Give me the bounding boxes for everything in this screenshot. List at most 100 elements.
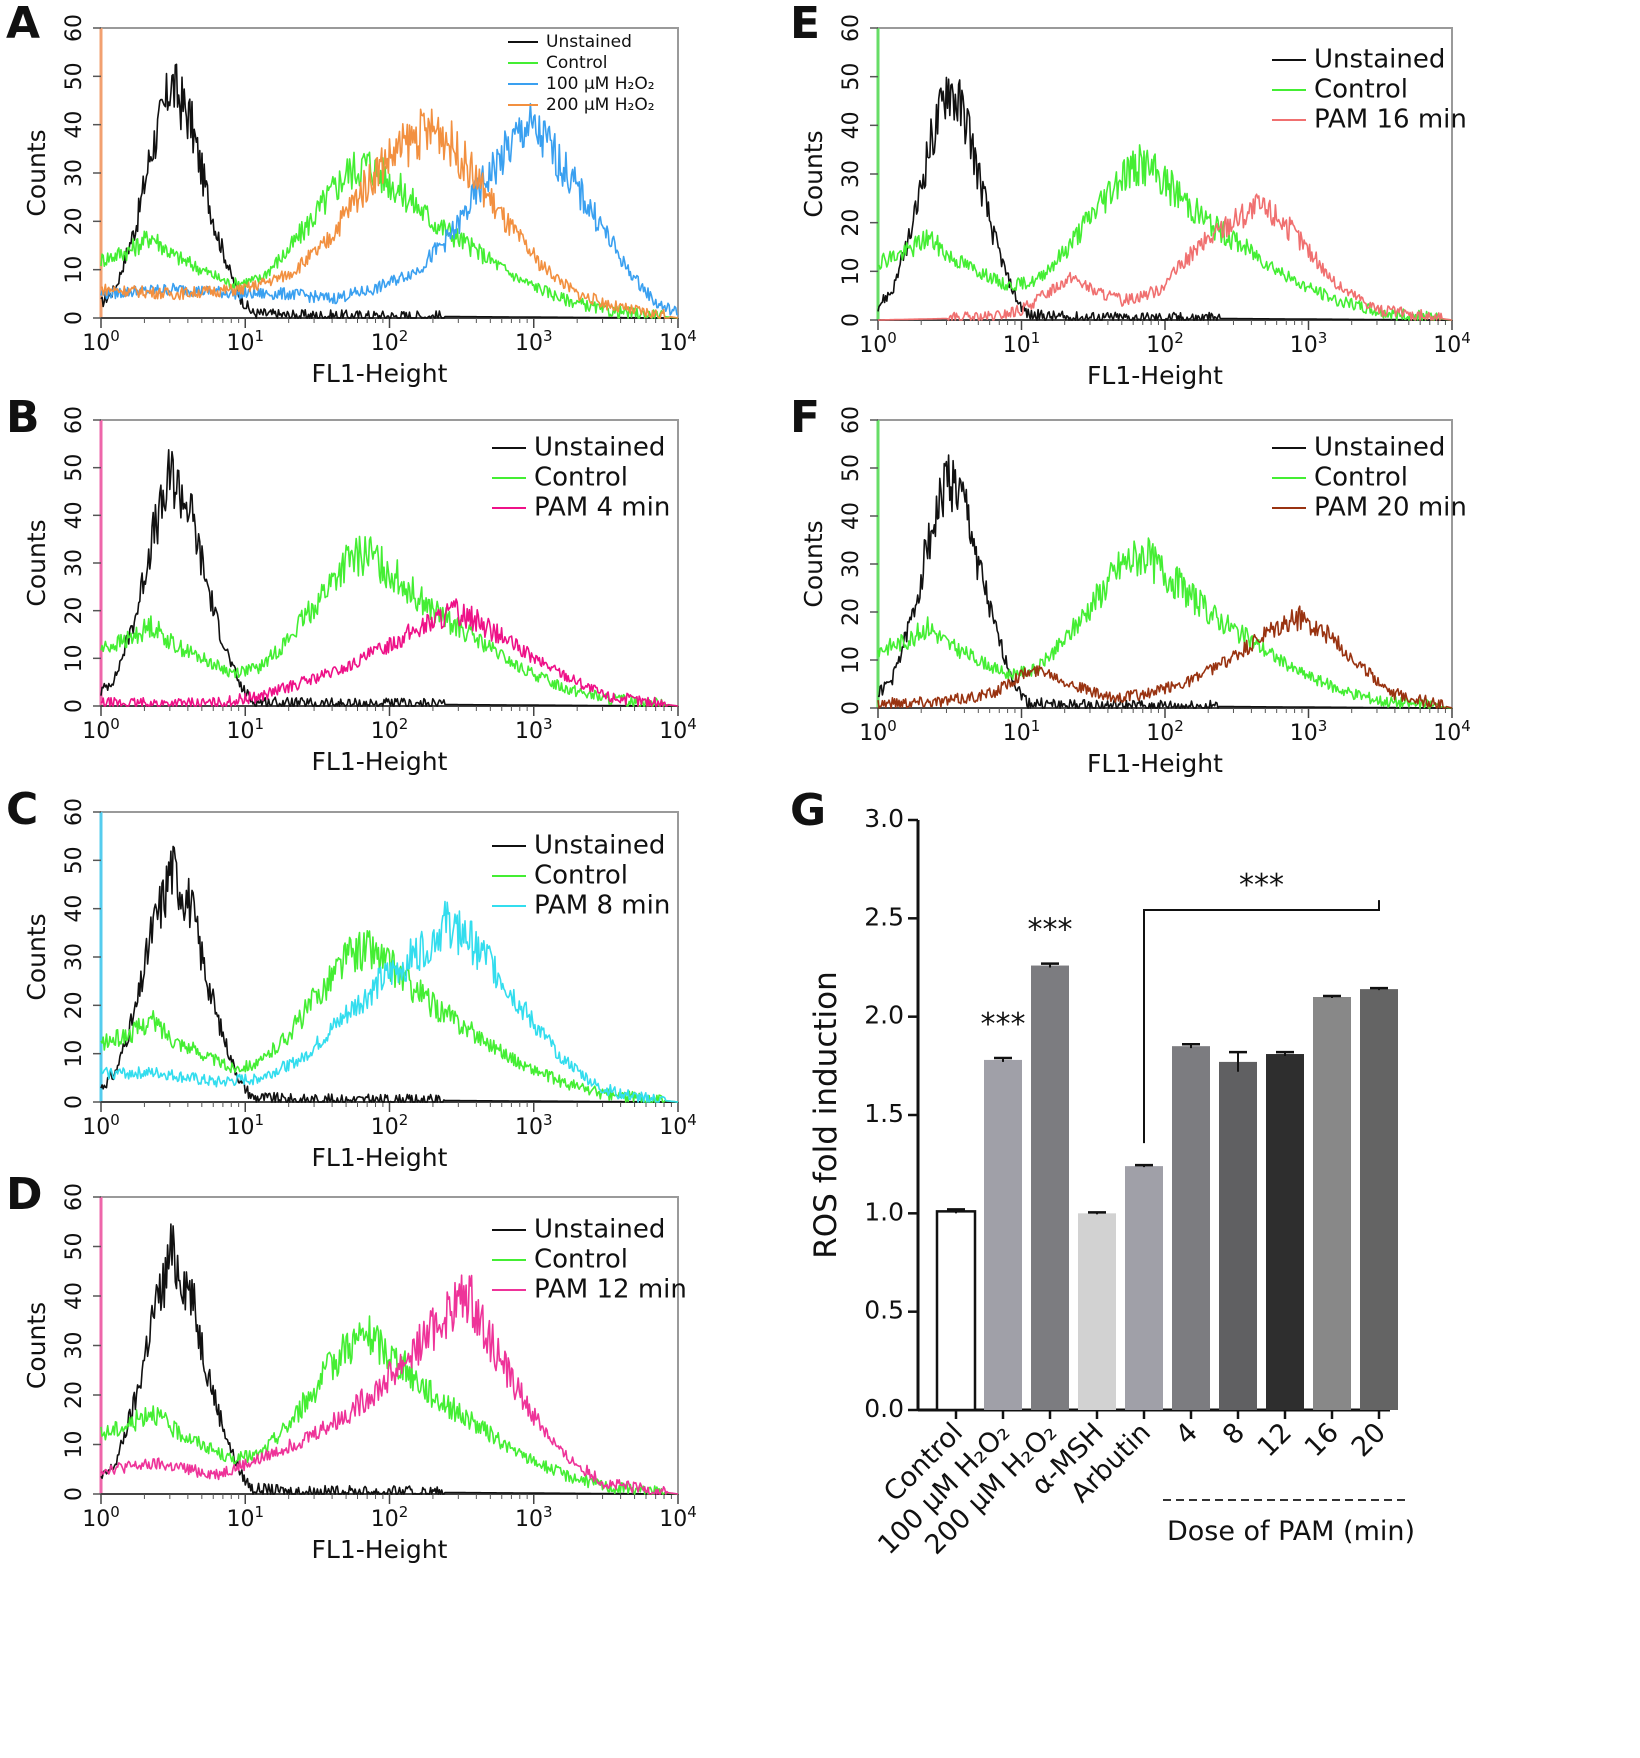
legend-label: Control [1314,75,1408,105]
legend-label: Unstained [1314,433,1445,463]
y-tick-label: 0 [839,701,864,715]
panel-letter: E [790,0,820,49]
y-axis-title: Counts [22,1302,51,1389]
series-line-pam-8-min [100,900,679,1103]
legend-label: PAM 8 min [534,891,670,921]
x-tick-base: 10 [659,1507,687,1532]
bar-6 [1219,1061,1257,1410]
y-tick-label: 50 [62,454,87,482]
x-tick-exponent: 0 [110,1111,120,1129]
y-tick-label: 30 [839,160,864,188]
x-tick-exponent: 4 [687,715,697,733]
y-tick-label: 0 [62,1487,87,1501]
x-tick-base: 10 [859,721,887,746]
y-tick-label: 10 [62,1431,87,1459]
x-tick-label: 102 [371,327,409,356]
legend-label: PAM 16 min [1314,105,1467,135]
x-tick-label: 104 [659,715,697,744]
legend-label: Unstained [534,831,665,861]
y-tick-label: 30 [62,943,87,971]
legend-label: Control [534,861,628,891]
bar-7 [1266,1054,1304,1410]
series-line-pam-20-min [877,605,1453,709]
significance-bracket [1143,900,1380,1144]
legend-label: Unstained [534,433,665,463]
y-tick-label: 50 [839,454,864,482]
x-tick-base: 10 [226,331,254,356]
x-tick-exponent: 3 [543,1503,553,1521]
y-tick-label: 0 [62,311,87,325]
legend-label: PAM 20 min [1314,493,1467,523]
x-tick-label: 100 [82,1111,120,1140]
y-axis-title: Counts [799,520,828,607]
y-tick-label: 0.0 [864,1394,904,1423]
x-tick-base: 10 [226,1507,254,1532]
x-tick-exponent: 2 [399,327,409,345]
y-tick-label: 20 [62,1381,87,1409]
series-line-pam-4-min [100,598,679,707]
x-tick-label: 103 [515,1111,553,1140]
y-tick-label: 40 [62,501,87,529]
x-tick-exponent: 0 [110,1503,120,1521]
x-tick-exponent: 2 [399,715,409,733]
y-tick-label: 0 [62,1095,87,1109]
group-label: Dose of PAM (min) [1167,1516,1415,1547]
x-axis-title: FL1-Height [312,359,448,388]
x-tick-base: 10 [515,1115,543,1140]
series-line-200-m-h-o- [100,108,679,319]
y-axis-title: Counts [799,130,828,217]
y-tick-label: 10 [839,257,864,285]
x-tick-base: 10 [659,1115,687,1140]
x-tick-base: 10 [1146,721,1174,746]
bar-5 [1172,1046,1210,1410]
y-tick-label: 60 [839,406,864,434]
legend-label: Control [534,463,628,493]
x-tick-label: 101 [226,1503,264,1532]
x-tick-exponent: 2 [1174,329,1184,347]
y-tick-label: 50 [62,846,87,874]
x-tick-label: 101 [226,327,264,356]
x-tick-label: 102 [371,1503,409,1532]
legend-label: Unstained [534,1215,665,1245]
legend-label: 100 μM H₂O₂ [546,74,655,94]
x-tick-base: 10 [1433,721,1461,746]
x-tick-label: 104 [659,1503,697,1532]
panel-letter: C [6,784,38,835]
significance-stars: *** [981,1007,1026,1042]
x-tick-label: 101 [1003,717,1041,746]
bar-8 [1313,997,1351,1410]
x-tick-base: 10 [371,719,399,744]
x-tick-exponent: 3 [1318,717,1328,735]
panel-letter: F [790,392,820,443]
x-tick-exponent: 4 [687,327,697,345]
y-tick-label: 30 [839,550,864,578]
y-tick-label: 60 [839,14,864,42]
y-tick-label: 3.0 [864,804,904,833]
x-tick-exponent: 0 [110,715,120,733]
legend-label: Unstained [1314,45,1445,75]
y-tick-label: 30 [62,549,87,577]
series-line-unstained [877,454,1452,709]
y-tick-label: 10 [62,1040,87,1068]
x-tick-exponent: 4 [1461,717,1471,735]
x-tick-label: 101 [1003,329,1041,358]
y-tick-label: 20 [62,207,87,235]
x-tick-label: 104 [659,1111,697,1140]
y-tick-label: 10 [839,646,864,674]
y-tick-label: 2.0 [864,1001,904,1030]
series-line-control [100,930,679,1103]
x-tick-label: 102 [371,1111,409,1140]
series-line-pam-16-min [878,193,1453,321]
y-tick-label: 0 [839,313,864,327]
series-line-control [877,537,1453,709]
x-tick-base: 10 [1290,333,1318,358]
x-tick-base: 10 [371,331,399,356]
y-axis-title: Counts [22,129,51,216]
x-tick-label: 102 [371,715,409,744]
legend-label: Control [534,1245,628,1275]
